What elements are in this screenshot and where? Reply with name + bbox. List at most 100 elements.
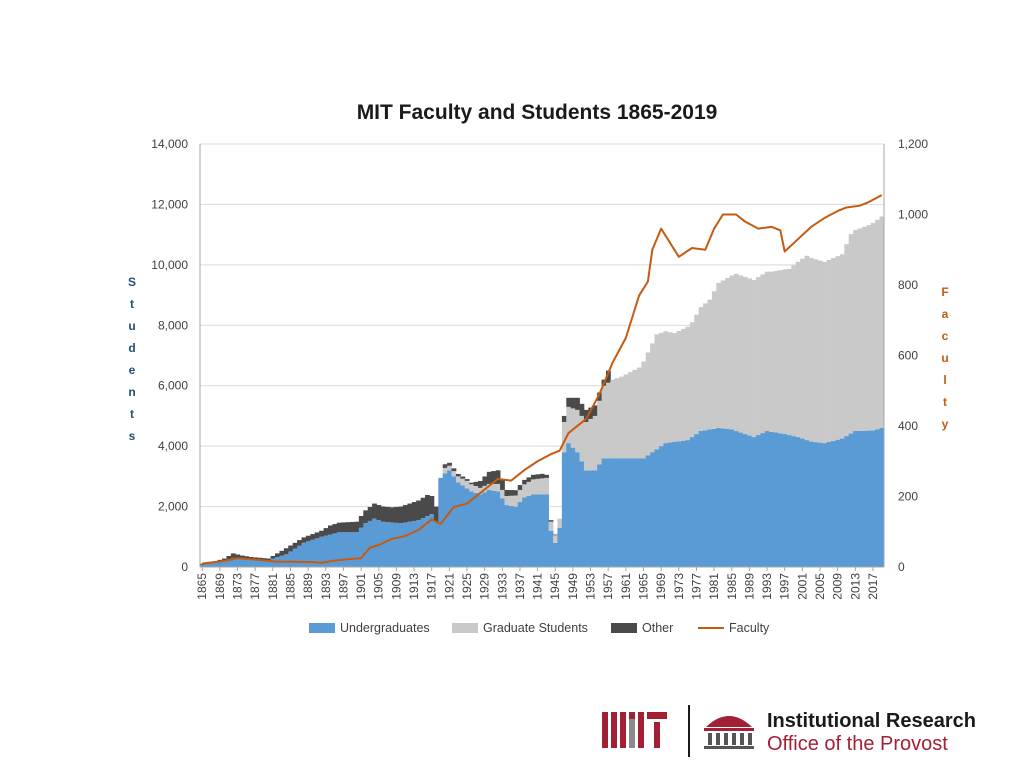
x-tick-label: 2013 (848, 573, 862, 600)
bar-graduate-students (707, 299, 713, 430)
x-tick-label: 1889 (301, 573, 315, 600)
right-tick-label: 1,000 (898, 208, 928, 222)
bar-undergraduates (297, 545, 302, 567)
bar-undergraduates (808, 441, 814, 567)
bar-undergraduates (495, 491, 501, 567)
bar-undergraduates (628, 458, 633, 567)
bar-undergraduates (513, 506, 519, 567)
right-tick-label: 200 (898, 490, 918, 504)
bar-undergraduates (345, 532, 351, 567)
x-tick-label: 1865 (195, 573, 209, 600)
bar-undergraduates (239, 557, 245, 567)
bar-graduate-students (522, 484, 527, 498)
bar-other (433, 506, 439, 522)
bar-other (460, 476, 466, 479)
bar-other (332, 524, 338, 534)
bar-other (376, 505, 382, 521)
bar-graduate-students (650, 343, 655, 453)
x-tick-label: 1909 (389, 573, 403, 600)
bar-graduate-students (508, 495, 514, 506)
bar-graduate-students (778, 270, 783, 434)
bar-undergraduates (632, 458, 638, 567)
bar-undergraduates (208, 563, 214, 567)
mit-logo (602, 712, 667, 748)
bar-graduate-students (800, 258, 805, 439)
bar-graduate-students (685, 326, 691, 441)
right-label-letter: a (942, 307, 949, 321)
bar-other (535, 474, 541, 479)
bar-graduate-students (500, 489, 505, 499)
bar-other (530, 474, 536, 480)
x-tick-label: 1981 (707, 573, 721, 600)
bar-undergraduates (363, 523, 369, 567)
left-label-letter: t (130, 297, 134, 311)
bar-undergraduates (539, 494, 545, 567)
x-tick-label: 1961 (619, 573, 633, 600)
bar-other (407, 503, 413, 522)
x-tick-label: 1989 (742, 573, 756, 600)
bar-graduate-students (676, 331, 682, 442)
bar-other (354, 521, 360, 533)
bar-other (526, 477, 532, 482)
bar-graduate-students (733, 273, 739, 432)
bar-other (504, 489, 510, 496)
x-tick-label: 1905 (372, 573, 386, 600)
bar-other (416, 500, 422, 521)
bar-undergraduates (835, 439, 841, 567)
bar-other (266, 558, 271, 561)
bar-other (292, 542, 298, 549)
bar-other (429, 496, 435, 515)
bar-undergraduates (402, 522, 408, 567)
bar-graduate-students (495, 483, 501, 492)
faculty-line (202, 194, 883, 565)
bar-undergraduates (407, 521, 413, 567)
bar-other (341, 522, 347, 533)
right-tick-label: 1,200 (898, 137, 928, 151)
right-label-letter: l (943, 373, 946, 387)
bar-other (513, 490, 519, 496)
bar-other (319, 530, 324, 537)
bar-graduate-students (716, 282, 722, 429)
bar-undergraduates (473, 492, 479, 567)
x-tick-label: 1973 (672, 573, 686, 600)
bar-undergraduates (230, 557, 236, 567)
bar-other (222, 558, 227, 561)
bar-undergraduates (605, 458, 611, 567)
bar-graduate-students (667, 332, 673, 443)
x-tick-label: 1873 (231, 573, 245, 600)
bar-graduate-students (672, 333, 677, 442)
legend-label: Undergraduates (340, 621, 430, 635)
left-label-letter: s (129, 429, 136, 443)
bar-undergraduates (336, 532, 342, 567)
bar-other (226, 555, 232, 560)
bar-graduate-students (597, 400, 602, 465)
bar-graduate-students (473, 486, 479, 493)
right-label-letter: c (942, 329, 949, 343)
bar-undergraduates (813, 442, 819, 567)
x-tick-label: 1869 (213, 573, 227, 600)
bar-undergraduates (508, 505, 514, 567)
bar-undergraduates (248, 559, 254, 567)
bar-other (583, 409, 589, 422)
bar-undergraduates (217, 561, 223, 567)
bar-graduate-students (804, 255, 810, 441)
bar-other (288, 545, 294, 552)
bar-graduate-students (588, 418, 594, 471)
left-tick-label: 8,000 (158, 318, 188, 332)
bar-undergraduates (733, 431, 739, 567)
bar-undergraduates (288, 551, 294, 567)
bar-graduate-students (694, 314, 700, 435)
bar-graduate-students (513, 495, 519, 507)
bar-undergraduates (654, 449, 660, 567)
bar-undergraduates (769, 431, 775, 567)
bar-undergraduates (442, 473, 448, 567)
bar-undergraduates (213, 562, 219, 567)
bar-other (235, 554, 241, 558)
bar-graduate-students (769, 271, 775, 432)
bar-graduate-students (544, 477, 550, 495)
bar-other (372, 503, 377, 519)
left-label-letter: e (129, 363, 136, 377)
bar-undergraduates (517, 502, 523, 567)
bar-undergraduates (583, 470, 589, 567)
x-tick-label: 1913 (407, 573, 421, 600)
